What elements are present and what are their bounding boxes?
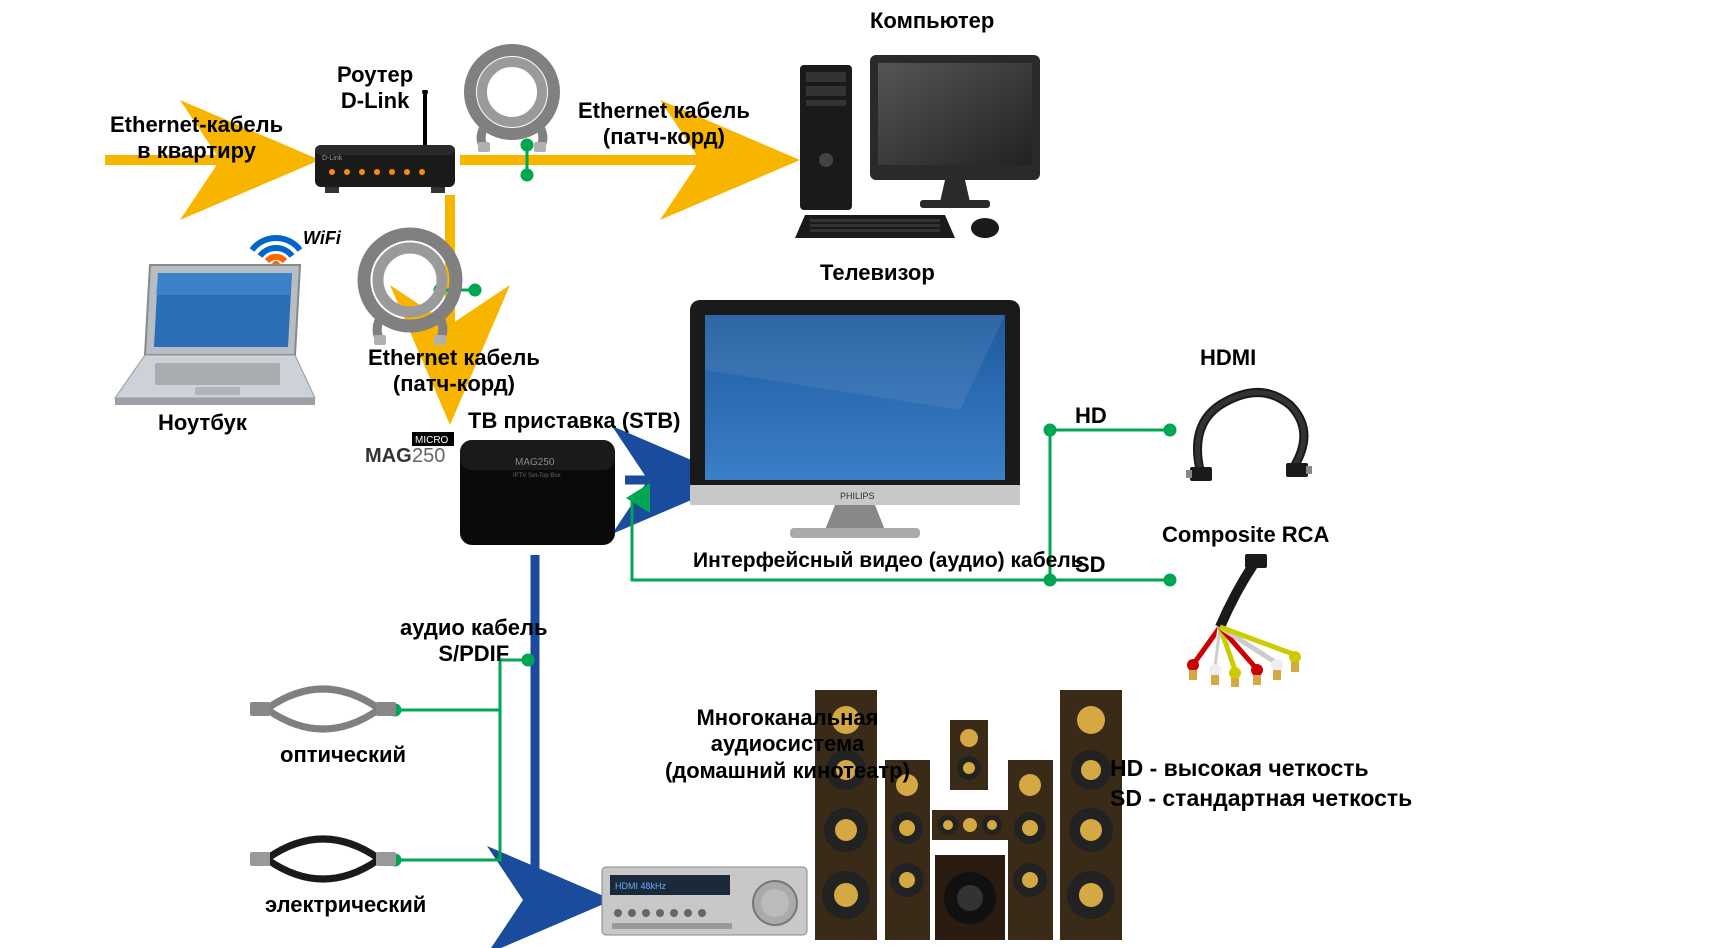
label-composite: Composite RCA bbox=[1162, 522, 1329, 548]
arrow-stb-audio bbox=[535, 555, 595, 900]
computer-device bbox=[790, 40, 1070, 240]
label-audio-system: Многоканальная аудиосистема (домашний ки… bbox=[665, 705, 910, 784]
tv-device: PHILIPS bbox=[680, 290, 1040, 555]
speaker-system bbox=[810, 650, 1130, 948]
svg-text:250: 250 bbox=[412, 445, 445, 467]
ethernet-cable-coil-2 bbox=[355, 225, 475, 350]
label-stb: ТВ приставка (STB) bbox=[468, 408, 680, 434]
svg-text:HDMI 48kHz: HDMI 48kHz bbox=[615, 881, 667, 891]
label-hdmi: HDMI bbox=[1200, 345, 1256, 371]
label-legend-hd: HD - высокая четкость bbox=[1110, 755, 1369, 783]
label-optical: оптический bbox=[280, 742, 406, 768]
rca-cable bbox=[1175, 552, 1340, 692]
label-tv: Телевизор bbox=[820, 260, 935, 286]
label-electrical: электрический bbox=[265, 892, 426, 918]
ethernet-cable-coil-1 bbox=[462, 42, 572, 157]
stb-micro-label: MICRO bbox=[415, 435, 449, 446]
label-laptop: Ноутбук bbox=[158, 410, 247, 436]
svg-text:D-Link: D-Link bbox=[322, 155, 343, 162]
label-legend-sd: SD - стандартная четкость bbox=[1110, 785, 1412, 813]
stb-logo: MAG 250 MICRO bbox=[365, 432, 455, 482]
conn-audio-elec bbox=[395, 710, 500, 860]
label-eth-cable-1: Ethernet кабель (патч-корд) bbox=[578, 98, 750, 151]
label-eth-cable-2: Ethernet кабель (патч-корд) bbox=[368, 345, 540, 398]
stb-device: MAG250 IPTV Set-Top Box bbox=[455, 435, 625, 560]
diagram-canvas: D-Link bbox=[0, 0, 1710, 948]
svg-text:IPTV Set-Top Box: IPTV Set-Top Box bbox=[513, 473, 561, 479]
optical-cable bbox=[248, 678, 398, 745]
label-sd: SD bbox=[1075, 552, 1106, 578]
label-wifi: WiFi bbox=[303, 228, 341, 250]
svg-text:MAG: MAG bbox=[365, 445, 412, 467]
electrical-cable bbox=[248, 828, 398, 895]
label-audio-cable: аудио кабель S/PDIF bbox=[400, 615, 548, 668]
label-ethernet-in: Ethernet-кабель в квартиру bbox=[110, 112, 283, 165]
label-router: Роутер D-Link bbox=[337, 62, 413, 115]
laptop-device bbox=[100, 255, 320, 420]
av-receiver: HDMI 48kHz bbox=[600, 865, 815, 948]
label-hd: HD bbox=[1075, 403, 1107, 429]
tv-brand-label: PHILIPS bbox=[840, 491, 875, 501]
label-interface-cable: Интерфейсный видео (аудио) кабель bbox=[693, 548, 1084, 573]
svg-text:MAG250: MAG250 bbox=[515, 457, 555, 468]
label-computer: Компьютер bbox=[870, 8, 994, 34]
hdmi-cable bbox=[1180, 375, 1320, 500]
